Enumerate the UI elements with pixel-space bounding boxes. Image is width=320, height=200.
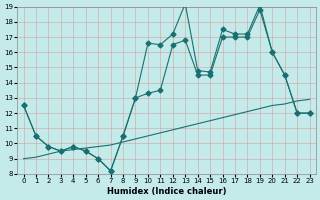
X-axis label: Humidex (Indice chaleur): Humidex (Indice chaleur) <box>107 187 226 196</box>
